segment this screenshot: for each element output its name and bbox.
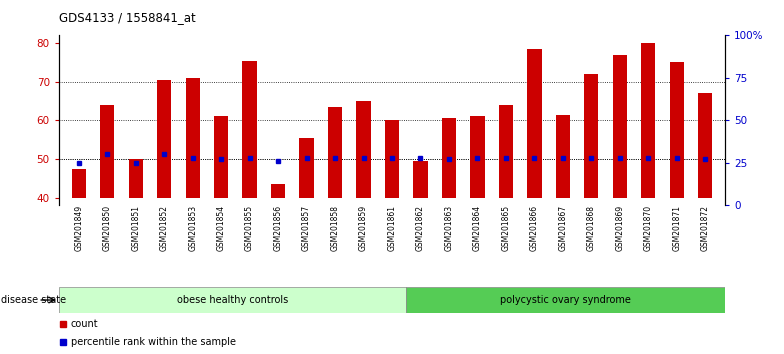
Bar [100,105,114,198]
Bar [613,55,627,198]
Bar [271,184,285,198]
Bar [442,119,456,198]
Bar [242,61,256,198]
Bar [406,287,725,313]
Bar [129,159,143,198]
Bar [556,115,570,198]
Bar [59,287,406,313]
Text: percentile rank within the sample: percentile rank within the sample [71,337,235,347]
Bar [698,93,713,198]
Text: count: count [71,319,98,329]
Bar [157,80,171,198]
Bar [528,49,542,198]
Text: obese healthy controls: obese healthy controls [177,295,289,305]
Bar [214,116,228,198]
Bar [413,161,427,198]
Bar [357,101,371,198]
Bar [470,116,485,198]
Text: disease state: disease state [1,295,66,305]
Bar [584,74,598,198]
Bar [670,62,684,198]
Text: polycystic ovary syndrome: polycystic ovary syndrome [500,295,631,305]
Bar [328,107,342,198]
Bar [71,169,86,198]
Bar [641,43,655,198]
Text: GDS4133 / 1558841_at: GDS4133 / 1558841_at [59,11,195,24]
Bar [385,120,399,198]
Bar [186,78,200,198]
Bar [499,105,513,198]
Bar [299,138,314,198]
